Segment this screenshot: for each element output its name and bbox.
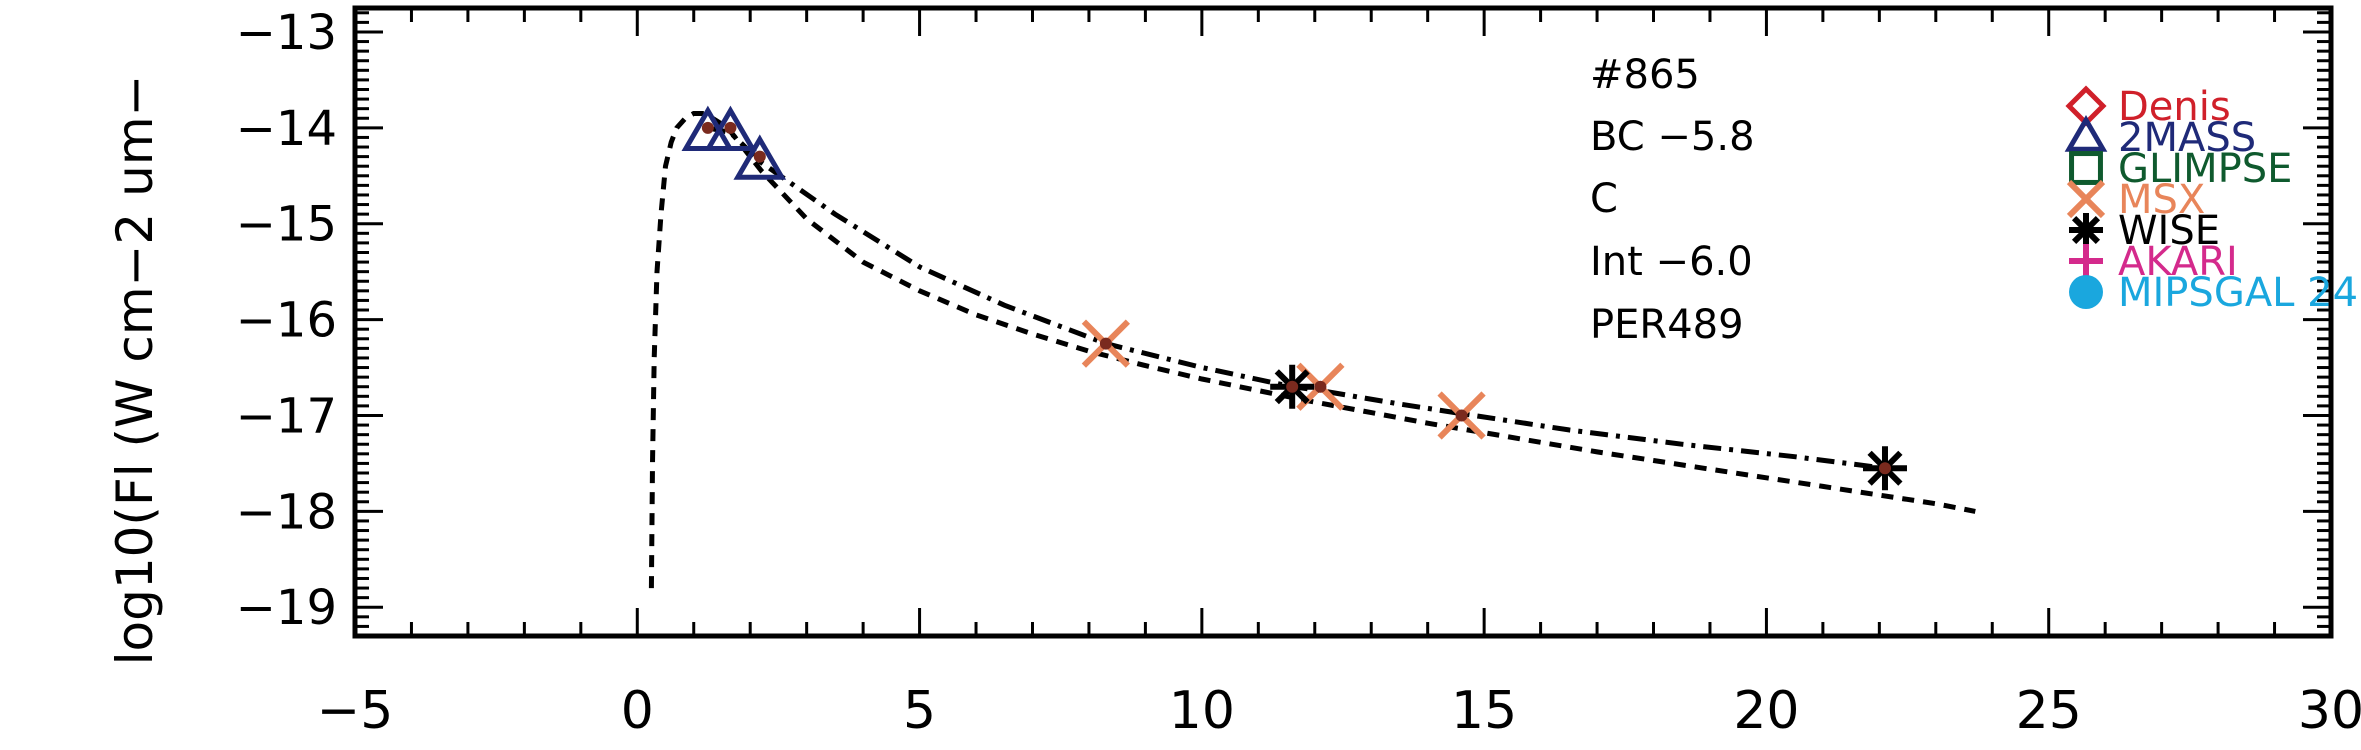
y-tick-label: −18 [236, 484, 337, 540]
annotation-block: #865 BC −5.8 C Int −6.0 PER489 [1590, 52, 1755, 348]
flux-point [724, 121, 737, 134]
flux-point [1286, 380, 1299, 393]
y-tick-label: −13 [236, 5, 337, 61]
legend-label: MIPSGAL 24 [2118, 270, 2358, 316]
x-tick-label: 20 [1733, 681, 1799, 741]
flux-point [1455, 409, 1468, 422]
data-markers [681, 105, 1907, 491]
x-tick-label: 25 [2016, 681, 2082, 741]
2mass-point [733, 134, 787, 180]
flux-point [1099, 337, 1112, 350]
legend-label: 2MASS [2118, 115, 2256, 161]
legend-marker [2064, 115, 2108, 152]
y-axis-label: log10(Fl (W cm−2 um− [106, 75, 164, 666]
legend-label: MSX [2118, 177, 2205, 223]
flux-point [701, 121, 714, 134]
legend-label: AKARI [2118, 239, 2238, 285]
x-tick-label: 0 [621, 681, 654, 741]
legend-item-akari: AKARI [2069, 239, 2238, 285]
legend-item-denis: Denis [2065, 84, 2231, 130]
legend-item-wise: WISE [2069, 208, 2220, 254]
legend-label: GLIMPSE [2118, 146, 2292, 192]
x-tick-label: −5 [317, 681, 394, 741]
flux-point [1878, 462, 1891, 475]
annotation-line: PER489 [1590, 302, 1744, 348]
y-tick-label: −14 [236, 101, 337, 157]
legend-marker [2066, 179, 2106, 219]
legend-marker [2069, 244, 2103, 278]
y-tick-label: −19 [236, 580, 337, 636]
model-curve-dashed [648, 111, 1976, 589]
legend-label: WISE [2118, 208, 2220, 254]
model-curve-dashdot [707, 125, 1886, 471]
x-tick-label: 15 [1451, 681, 1517, 741]
x-tick-label: 10 [1169, 681, 1235, 741]
legend-label: Denis [2118, 84, 2231, 130]
legend-marker [2069, 275, 2103, 309]
2mass-point [704, 105, 757, 151]
legend-item-msx: MSX [2066, 177, 2205, 223]
plot-frame [352, 5, 2334, 639]
legend-item-mipsgal-24: MIPSGAL 24 [2069, 270, 2358, 316]
x-tick-label: 5 [903, 681, 936, 741]
x-axis: −5 0 5 10 15 20 25 30 [317, 8, 2361, 741]
annotation-line: Int −6.0 [1590, 239, 1753, 285]
model-curves [648, 111, 1976, 589]
annotation-line: C [1590, 176, 1618, 222]
flux-point [753, 150, 766, 163]
x-tick-label: 30 [2298, 681, 2361, 741]
legend-item-2mass: 2MASS [2064, 115, 2256, 161]
y-tick-label: −15 [236, 197, 337, 253]
legend-item-glimpse: GLIMPSE [2069, 146, 2292, 192]
y-tick-label: −17 [236, 388, 337, 444]
annotation-line: BC −5.8 [1590, 114, 1755, 160]
annotation-line: #865 [1590, 52, 1700, 98]
y-axis: −19 −18 −17 −16 −15 −14 −13 [236, 5, 2331, 638]
legend-marker [2069, 151, 2103, 185]
plot-area-border [352, 5, 2334, 639]
y-tick-label: −16 [236, 293, 337, 349]
legend-marker [2069, 213, 2103, 247]
flux-point [1314, 380, 1327, 393]
